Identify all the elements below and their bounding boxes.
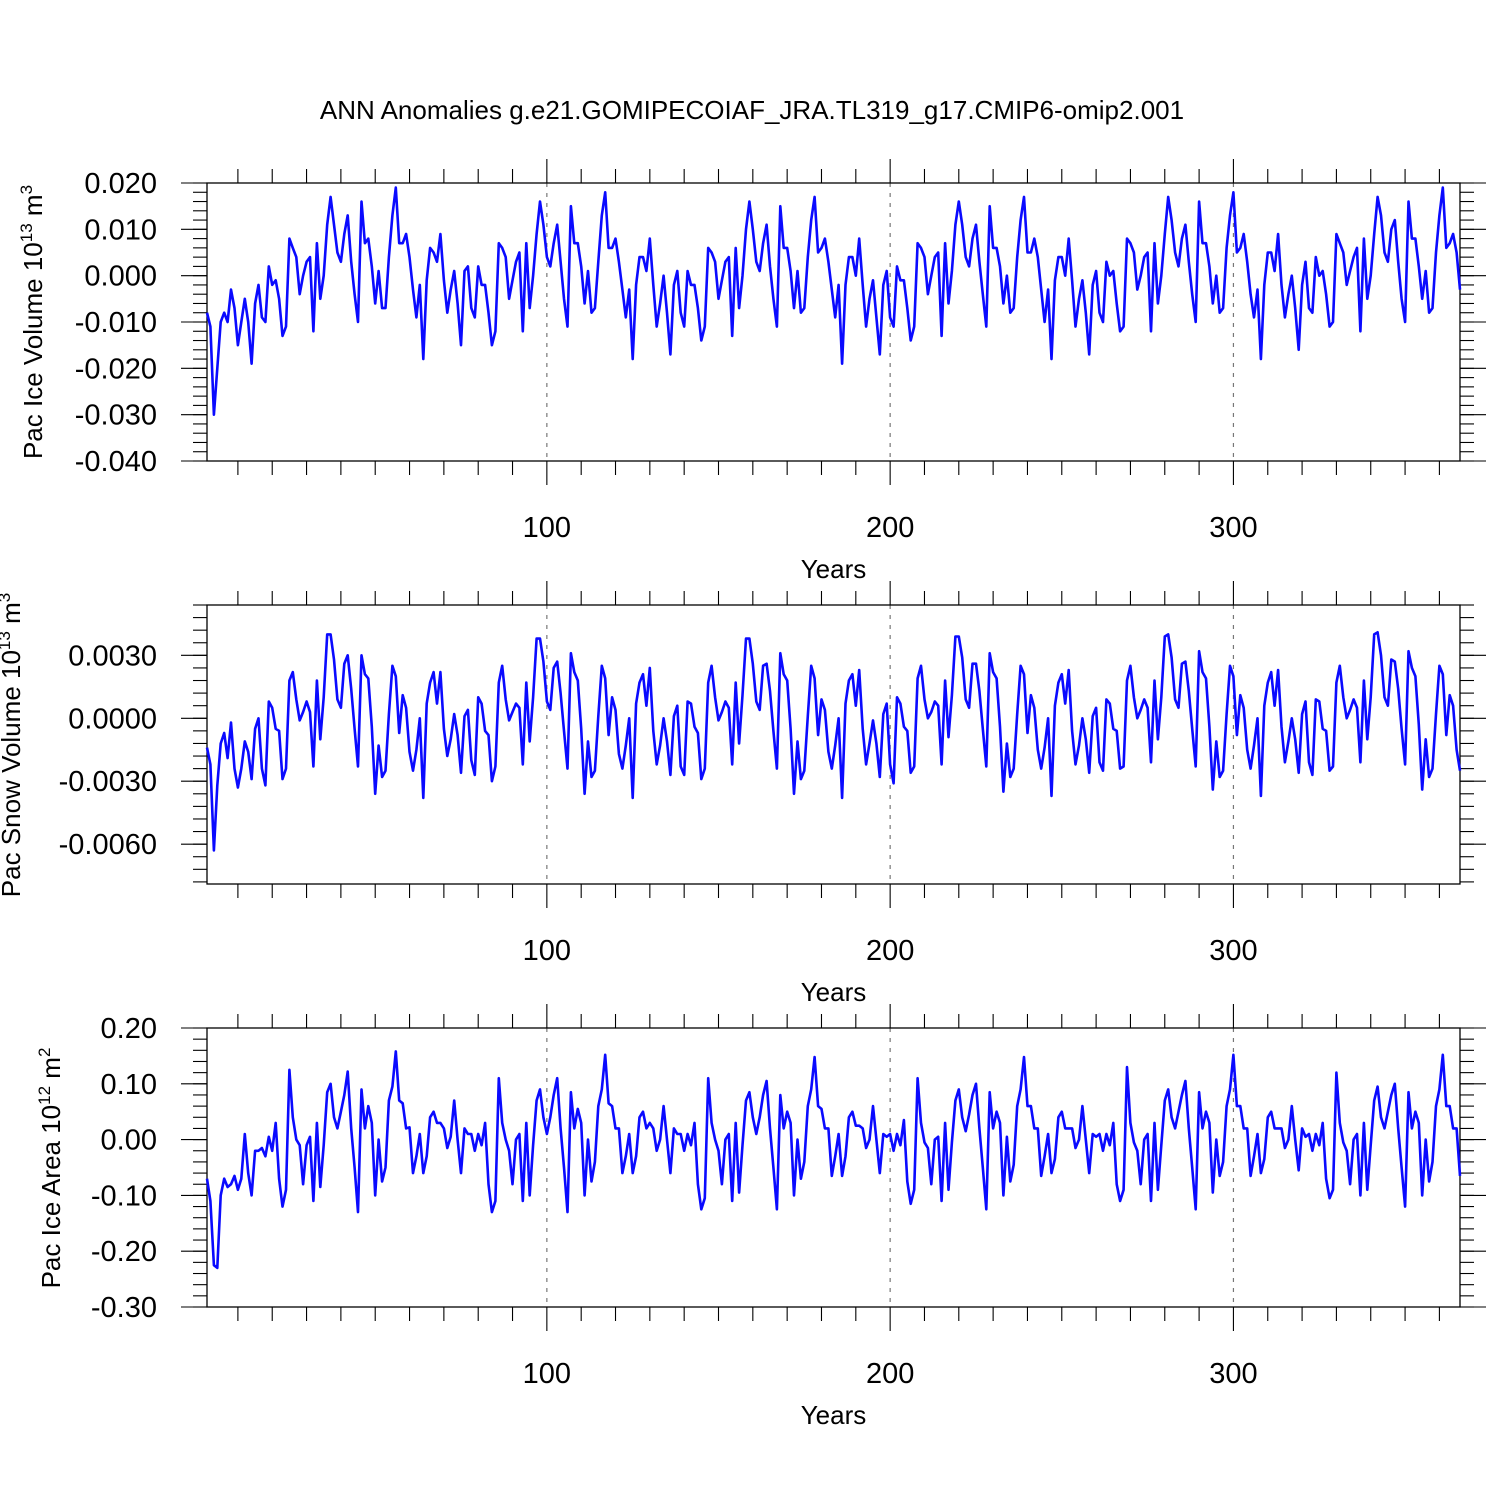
panel-ice-volume: 100 200 300 -0.040 -0.030 -0.020 -0.010 0.000 0.…	[17, 159, 1486, 584]
x-tick-label: 100	[523, 512, 571, 544]
x-tick-label: 100	[523, 935, 571, 967]
y-tick-label: -0.040	[75, 446, 157, 478]
y-tick-label: 0.020	[84, 168, 157, 200]
series-line-snow-volume	[205, 630, 1462, 852]
y-tick-label: -0.0030	[59, 766, 157, 798]
plot-frame	[206, 182, 1461, 462]
x-axis-title: Years	[801, 1400, 867, 1430]
x-tick-label: 100	[523, 1358, 571, 1390]
y-tick-label: -0.10	[91, 1180, 157, 1212]
x-tick-label: 200	[866, 512, 914, 544]
y-tick-label: 0.20	[101, 1013, 157, 1045]
y-tick-label: -0.030	[75, 400, 157, 432]
panel-snow-volume: 100 200 300 -0.0060 -0.0030 0.0000 0.0030 Years…	[0, 581, 1486, 1007]
y-axis-title: Pac Snow Volume 1013 m3	[0, 593, 26, 897]
y-axis-title-unit: m	[36, 1057, 66, 1086]
x-tick-label: 300	[1209, 1358, 1257, 1390]
x-axis-title: Years	[801, 554, 867, 584]
y-tick-label: -0.020	[75, 353, 157, 385]
y-axis-title-text: Pac Ice Area 10	[36, 1105, 66, 1289]
y-tick-label: 0.00	[101, 1125, 157, 1157]
y-axis-title-unit-exponent: 3	[17, 185, 36, 194]
x-axis-title: Years	[801, 977, 867, 1007]
y-tick-label: -0.30	[91, 1292, 157, 1324]
y-axis-title-unit: m	[0, 602, 26, 631]
x-tick-label: 300	[1209, 512, 1257, 544]
figure-title: ANN Anomalies g.e21.GOMIPECOIAF_JRA.TL31…	[320, 95, 1184, 125]
series-line-ice-area	[205, 1050, 1462, 1270]
y-tick-label: -0.010	[75, 307, 157, 339]
y-axis-title-unit-exponent: 2	[35, 1048, 54, 1057]
y-axis-title-text: Pac Ice Volume 10	[18, 242, 48, 459]
y-tick-label: -0.20	[91, 1236, 157, 1268]
y-axis-title-exponent: 13	[17, 223, 36, 242]
y-tick-label: 0.0030	[68, 640, 157, 672]
y-tick-label: 0.0000	[68, 703, 157, 735]
plot-frame	[206, 604, 1461, 885]
y-axis-title: Pac Ice Volume 1013 m3	[17, 185, 48, 459]
y-tick-label: -0.0060	[59, 829, 157, 861]
y-tick-label: 0.10	[101, 1069, 157, 1101]
y-axis-title-unit: m	[18, 194, 48, 223]
y-axis-title-text: Pac Snow Volume 10	[0, 650, 26, 897]
series-line-ice-volume	[205, 186, 1462, 417]
y-axis-title: Pac Ice Area 1012 m2	[35, 1048, 66, 1289]
x-tick-label: 200	[866, 1358, 914, 1390]
y-axis-title-exponent: 12	[35, 1086, 54, 1105]
y-axis-title-exponent: 13	[0, 631, 14, 650]
y-tick-label: 0.000	[84, 261, 157, 293]
x-tick-label: 300	[1209, 935, 1257, 967]
panel-ice-area: 100 200 300 -0.30 -0.20 -0.10 0.00 0.10 0.20 Year…	[35, 1004, 1486, 1430]
y-tick-label: 0.010	[84, 214, 157, 246]
y-axis-title-unit-exponent: 3	[0, 593, 14, 602]
x-tick-label: 200	[866, 935, 914, 967]
